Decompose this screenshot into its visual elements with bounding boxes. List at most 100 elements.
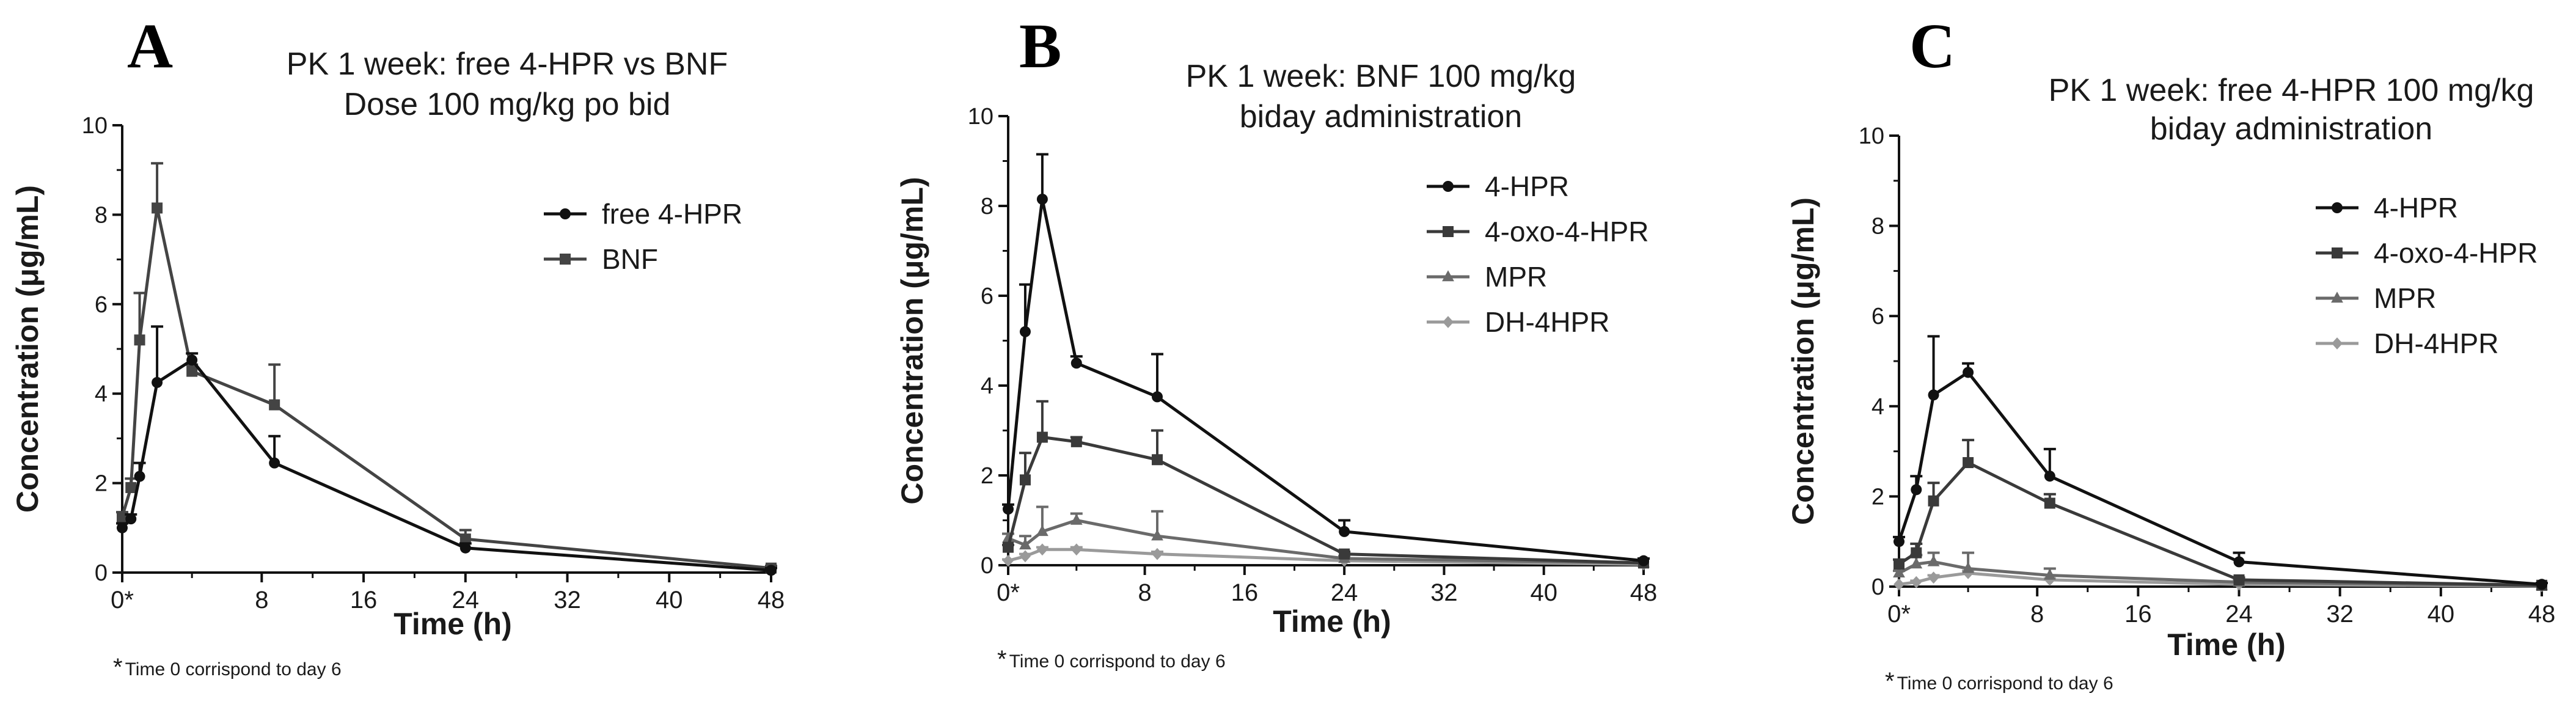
footnote: * Time 0 corrispond to day 6 bbox=[997, 646, 1226, 673]
y-tick-label: 4 bbox=[1872, 394, 1884, 420]
point-marker bbox=[1442, 270, 1454, 282]
chart-title-line: biday administration bbox=[1240, 99, 1522, 134]
point-marker bbox=[1339, 548, 1350, 560]
point-marker bbox=[2331, 291, 2343, 303]
point-marker bbox=[269, 399, 280, 411]
x-tick-label: 32 bbox=[2326, 601, 2354, 628]
legend-label: 4-HPR bbox=[1485, 170, 1569, 202]
series-line bbox=[120, 207, 772, 570]
point-marker bbox=[1019, 326, 1031, 337]
point-marker bbox=[117, 522, 128, 533]
point-marker bbox=[1962, 562, 1974, 573]
point-marker bbox=[1928, 571, 1939, 584]
point-marker bbox=[459, 533, 471, 545]
point-marker bbox=[134, 471, 145, 482]
panel-b: B PK 1 week: BNF 100 mg/kg biday administr… bbox=[895, 11, 1657, 673]
x-axis-title: Time (h) bbox=[1273, 604, 1391, 639]
point-marker bbox=[1003, 504, 1014, 515]
panel-a: A PK 1 week: free 4-HPR vs BNF Dose 100 mg… bbox=[10, 11, 785, 681]
point-marker bbox=[125, 482, 137, 493]
legend: free 4-HPR BNF bbox=[544, 198, 742, 275]
point-marker bbox=[1070, 543, 1082, 556]
point-marker bbox=[2332, 337, 2343, 350]
series-line bbox=[1006, 435, 1644, 565]
panel-letter: C bbox=[1909, 11, 1955, 81]
point-marker bbox=[2044, 471, 2055, 482]
chart-title-line: PK 1 week: free 4-HPR vs BNF bbox=[287, 46, 728, 82]
chart-title-line: Dose 100 mg/kg po bid bbox=[344, 87, 671, 122]
series-line bbox=[1897, 370, 2542, 586]
point-marker bbox=[1443, 181, 1454, 192]
legend: 4-HPR 4-oxo-4-HPR MPR DH-4HPR bbox=[1427, 170, 1648, 338]
y-tick-label: 0 bbox=[1872, 574, 1884, 600]
point-marker bbox=[1019, 550, 1031, 563]
y-tick-label: 4 bbox=[981, 373, 993, 399]
point-marker bbox=[152, 376, 163, 388]
series-4-oxo-4-hpr bbox=[1002, 400, 1649, 569]
x-tick-label: 0* bbox=[111, 587, 134, 614]
y-tick-label: 6 bbox=[1872, 304, 1884, 329]
y-tick-label: 8 bbox=[981, 194, 993, 219]
point-marker bbox=[2043, 568, 2056, 580]
point-marker bbox=[125, 513, 137, 525]
legend-label: 4-oxo-4-HPR bbox=[1485, 216, 1648, 247]
legend-label: MPR bbox=[2374, 282, 2436, 314]
footnote-marker: * bbox=[113, 654, 123, 681]
y-tick-label: 2 bbox=[1872, 484, 1884, 510]
point-marker bbox=[1070, 357, 1082, 369]
chart-title-line: PK 1 week: BNF 100 mg/kg bbox=[1186, 59, 1576, 94]
footnote-text: Time 0 corrispond to day 6 bbox=[125, 659, 342, 680]
point-marker bbox=[1152, 454, 1163, 466]
y-tick-label: 10 bbox=[82, 113, 108, 139]
point-marker bbox=[2233, 574, 2245, 585]
point-marker bbox=[1070, 436, 1082, 447]
point-marker bbox=[186, 365, 198, 377]
footnote: * Time 0 corrispond to day 6 bbox=[113, 654, 342, 681]
y-tick-label: 2 bbox=[95, 471, 108, 497]
point-marker bbox=[1894, 578, 1905, 591]
y-tick-label: 4 bbox=[95, 381, 108, 407]
point-marker bbox=[1003, 554, 1014, 567]
legend-label: 4-oxo-4-HPR bbox=[2374, 237, 2538, 269]
chart-title-line: biday administration bbox=[2150, 111, 2432, 147]
point-marker bbox=[1003, 541, 1014, 553]
point-marker bbox=[1894, 559, 1905, 570]
x-tick-label: 0* bbox=[1887, 601, 1911, 628]
series-line bbox=[1898, 460, 2542, 587]
y-tick-label: 10 bbox=[968, 104, 993, 130]
legend-label: DH-4HPR bbox=[1485, 306, 1609, 338]
point-marker bbox=[1339, 526, 1350, 537]
point-marker bbox=[1893, 566, 1905, 578]
point-marker bbox=[1019, 538, 1031, 550]
point-marker bbox=[1911, 484, 1922, 496]
point-marker bbox=[186, 354, 198, 366]
point-marker bbox=[1036, 193, 1048, 205]
point-marker bbox=[1443, 226, 1454, 237]
point-marker bbox=[269, 457, 280, 469]
panel-letter: B bbox=[1019, 11, 1061, 81]
y-tick-label: 6 bbox=[95, 292, 108, 318]
point-marker bbox=[1894, 536, 1905, 548]
x-tick-label: 8 bbox=[1138, 579, 1151, 606]
point-marker bbox=[560, 254, 571, 265]
x-tick-label: 0* bbox=[997, 579, 1020, 606]
y-tick-label: 0 bbox=[981, 553, 993, 579]
point-marker bbox=[1036, 525, 1048, 537]
legend-label: 4-HPR bbox=[2374, 192, 2458, 224]
series-bnf bbox=[116, 162, 777, 574]
point-marker bbox=[560, 208, 571, 219]
footnote-marker: * bbox=[997, 646, 1007, 673]
legend-label: BNF bbox=[602, 243, 658, 275]
y-tick-label: 2 bbox=[981, 463, 993, 489]
y-tick-label: 10 bbox=[1859, 123, 1884, 149]
point-marker bbox=[1928, 495, 1939, 507]
series-line bbox=[1006, 199, 1644, 563]
x-tick-label: 40 bbox=[656, 587, 683, 614]
point-marker bbox=[1928, 389, 1939, 401]
x-tick-label: 16 bbox=[2124, 601, 2152, 628]
legend-label: free 4-HPR bbox=[602, 198, 742, 230]
x-tick-label: 24 bbox=[452, 587, 480, 614]
point-marker bbox=[134, 334, 145, 346]
point-marker bbox=[2332, 202, 2343, 213]
